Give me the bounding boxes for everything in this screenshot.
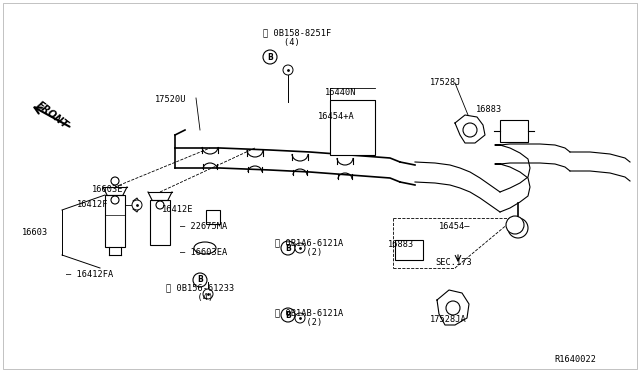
Text: B: B bbox=[285, 311, 291, 320]
Bar bbox=[500, 120, 528, 142]
Circle shape bbox=[203, 289, 213, 299]
Text: 16883: 16883 bbox=[476, 105, 502, 114]
Text: — 16412FA: — 16412FA bbox=[66, 270, 113, 279]
Circle shape bbox=[281, 241, 295, 255]
Circle shape bbox=[295, 243, 305, 253]
Circle shape bbox=[111, 196, 119, 204]
Circle shape bbox=[132, 200, 142, 210]
Text: — 22675MA: — 22675MA bbox=[180, 222, 227, 231]
Circle shape bbox=[463, 123, 477, 137]
Circle shape bbox=[263, 50, 277, 64]
Text: 16454+A: 16454+A bbox=[318, 112, 355, 121]
Circle shape bbox=[193, 273, 207, 287]
Text: B: B bbox=[197, 276, 203, 285]
Text: 16603E: 16603E bbox=[92, 185, 124, 194]
Circle shape bbox=[506, 216, 524, 234]
Circle shape bbox=[446, 301, 460, 315]
Circle shape bbox=[295, 313, 305, 323]
Ellipse shape bbox=[194, 242, 216, 254]
Text: 17520U: 17520U bbox=[155, 95, 186, 104]
Text: B: B bbox=[267, 52, 273, 61]
Text: Ⓑ 0B1AB-6121A
      (2): Ⓑ 0B1AB-6121A (2) bbox=[275, 308, 343, 327]
Text: 16412E: 16412E bbox=[162, 205, 193, 214]
Text: SEC.173: SEC.173 bbox=[435, 258, 472, 267]
Text: R1640022: R1640022 bbox=[554, 355, 596, 364]
Circle shape bbox=[281, 308, 295, 322]
Circle shape bbox=[508, 218, 528, 238]
Bar bbox=[330, 100, 375, 155]
Text: 16412F: 16412F bbox=[77, 200, 109, 209]
Text: Ⓑ 0B1A6-6121A
      (2): Ⓑ 0B1A6-6121A (2) bbox=[275, 238, 343, 257]
Circle shape bbox=[111, 177, 119, 185]
Circle shape bbox=[156, 201, 164, 209]
Text: 16603: 16603 bbox=[22, 228, 48, 237]
Text: FRONT: FRONT bbox=[35, 100, 70, 130]
Text: Ⓑ 0B156-61233
      (4): Ⓑ 0B156-61233 (4) bbox=[166, 283, 234, 302]
Bar bbox=[206, 210, 220, 224]
Text: 16454—: 16454— bbox=[438, 222, 470, 231]
Bar bbox=[105, 195, 125, 247]
Text: 16440N: 16440N bbox=[325, 88, 356, 97]
Text: 17528J: 17528J bbox=[430, 78, 461, 87]
Text: B: B bbox=[285, 244, 291, 253]
Text: Ⓑ 0B158-8251F
    (4): Ⓑ 0B158-8251F (4) bbox=[263, 28, 332, 47]
Text: 16883: 16883 bbox=[388, 240, 414, 249]
Circle shape bbox=[283, 65, 293, 75]
Text: 17528JA: 17528JA bbox=[430, 315, 467, 324]
Bar bbox=[150, 200, 170, 245]
Text: — 16603EA: — 16603EA bbox=[180, 248, 227, 257]
Bar bbox=[395, 240, 423, 260]
